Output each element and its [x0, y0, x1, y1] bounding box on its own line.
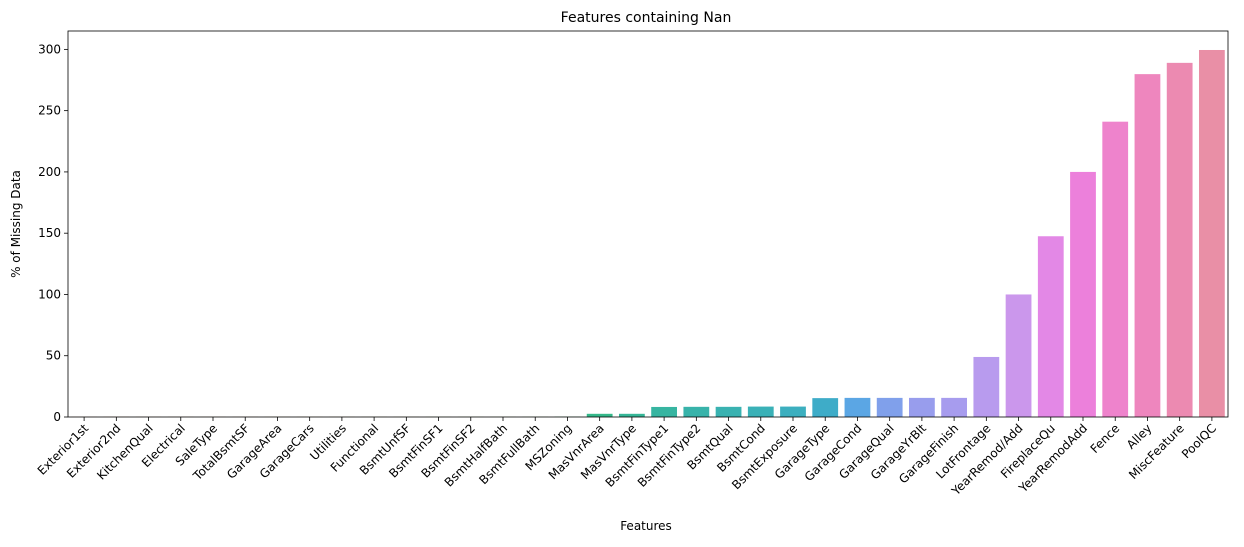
y-tick-label: 0 [53, 410, 61, 424]
x-tick-label: Fence [1088, 421, 1123, 456]
bar-garagequal [877, 398, 903, 417]
y-tick-label: 300 [38, 42, 61, 56]
bar-fireplacequ [1038, 236, 1064, 417]
y-tick-label: 200 [38, 165, 61, 179]
bar-masvnrtype [619, 414, 645, 417]
bar-bsmtfintype2 [683, 407, 709, 417]
bar-miscfeature [1167, 63, 1193, 417]
bar-garagetype [812, 398, 838, 417]
bar-bsmtexposure [780, 407, 806, 417]
bar-fence [1102, 122, 1128, 417]
bar-bsmtqual [716, 407, 742, 417]
y-axis-label: % of Missing Data [9, 170, 23, 278]
x-tick-label: PoolQC [1179, 421, 1219, 461]
bar-masvnrarea [587, 414, 613, 417]
y-tick-label: 250 [38, 104, 61, 118]
bars-group [71, 50, 1225, 417]
y-tick-label: 150 [38, 226, 61, 240]
y-tick-label: 50 [46, 349, 61, 363]
bar-alley [1135, 74, 1161, 417]
bar-poolqc [1199, 50, 1225, 417]
y-axis: 0 50 100 150 200 250 300 [38, 42, 68, 424]
bar-bsmtfintype1 [651, 407, 677, 417]
x-axis: Exterior1stExterior2ndKitchenQualElectri… [35, 417, 1219, 499]
bar-yearremod-add [1006, 294, 1032, 417]
bar-garagefinish [941, 398, 967, 417]
chart-title: Features containing Nan [561, 10, 732, 26]
bar-garagecond [845, 398, 871, 417]
x-axis-label: Features [620, 519, 672, 533]
y-tick-label: 100 [38, 287, 61, 301]
bar-bsmtcond [748, 407, 774, 417]
bar-yearremodadd [1070, 172, 1096, 417]
bar-lotfrontage [973, 357, 999, 417]
bar-garageyrblt [909, 398, 935, 417]
